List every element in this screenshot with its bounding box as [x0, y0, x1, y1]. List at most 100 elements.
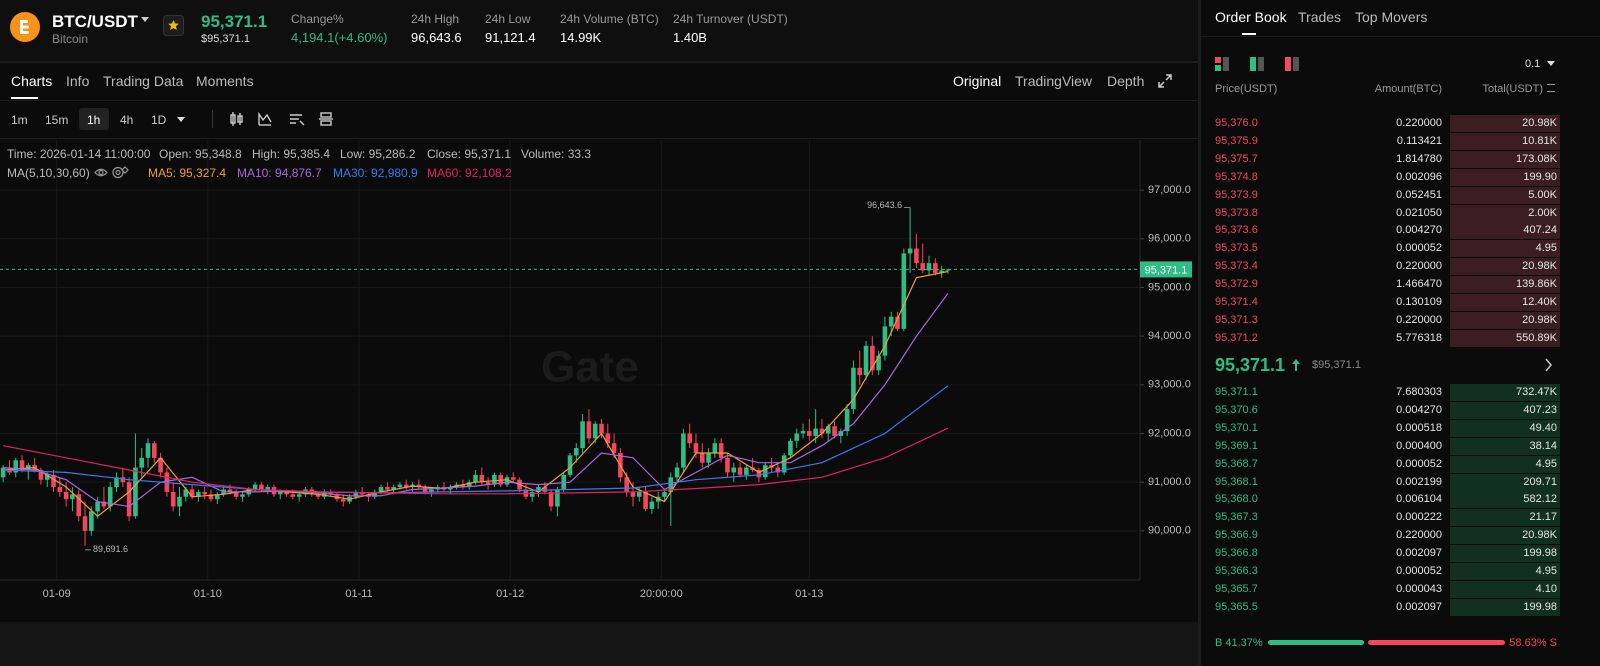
price[interactable]: 95,371.3	[1215, 313, 1258, 326]
candle-body	[762, 465, 768, 478]
candle-body	[403, 484, 409, 488]
candle-body	[888, 316, 894, 327]
tab[interactable]: Trading Data	[103, 73, 184, 89]
price[interactable]: 95,372.9	[1215, 278, 1258, 291]
price[interactable]: 95,370.6	[1215, 403, 1258, 416]
total: 139.86K	[1516, 278, 1557, 291]
y-tick-label: 90,000.0	[1148, 525, 1191, 537]
depth-bar	[1450, 168, 1560, 186]
ma-visibility-icons[interactable]	[94, 166, 134, 179]
price[interactable]: 95,369.1	[1215, 439, 1258, 452]
candle-body	[636, 491, 642, 497]
stat-value: 4,194.1(+4.60%)	[291, 30, 388, 45]
amount: 0.002097	[1396, 600, 1442, 613]
interval[interactable]: 1m	[11, 113, 28, 127]
order-book-tab[interactable]: Order Book	[1215, 9, 1287, 25]
amount: 0.000222	[1396, 511, 1442, 524]
candle-body	[555, 489, 560, 507]
price[interactable]: 95,370.1	[1215, 421, 1258, 434]
candle-body	[89, 511, 94, 531]
candle-body	[196, 491, 201, 497]
price[interactable]: 95,375.7	[1215, 152, 1258, 165]
price[interactable]: 95,366.8	[1215, 547, 1258, 560]
price[interactable]: 95,376.0	[1215, 117, 1258, 129]
price[interactable]: 95,365.5	[1215, 600, 1258, 613]
price[interactable]: 95,368.7	[1215, 457, 1258, 470]
last-price-usd: $95,371.1	[201, 33, 250, 45]
total: 199.98	[1523, 600, 1557, 613]
watermark: Gate	[541, 343, 639, 392]
price[interactable]: 95,373.5	[1215, 242, 1258, 255]
amount: 0.220000	[1396, 313, 1442, 326]
candle-body	[907, 248, 913, 254]
order-book-tab[interactable]: Trades	[1298, 9, 1342, 25]
candle-body	[315, 494, 321, 497]
interval[interactable]: 1h	[87, 113, 101, 127]
price[interactable]: 95,366.9	[1215, 529, 1258, 542]
interval[interactable]: 1D	[151, 113, 167, 127]
header-bar	[0, 0, 1198, 60]
divider	[1201, 36, 1600, 37]
price[interactable]: 95,368.0	[1215, 493, 1258, 506]
dropdown-icon[interactable]	[140, 16, 150, 24]
x-tick-label: 01-13	[795, 588, 823, 600]
tab-underline	[1242, 33, 1256, 35]
symbol[interactable]: BTC/USDT	[52, 12, 138, 31]
chart-tools[interactable]	[228, 111, 338, 127]
candle-body	[876, 355, 881, 371]
price[interactable]: 95,371.4	[1215, 296, 1258, 308]
amount: 1.466470	[1396, 278, 1442, 291]
x-tick-label: 20:00:00	[640, 588, 683, 600]
mid-price-usd: $95,371.1	[1312, 359, 1361, 371]
candle-body	[63, 491, 69, 500]
price[interactable]: 95,365.7	[1215, 582, 1258, 595]
total: 4.10	[1535, 582, 1557, 595]
candle-body	[70, 494, 75, 500]
y-tick-label: 93,000.0	[1148, 379, 1191, 391]
view-tab[interactable]: Original	[953, 73, 1002, 89]
total: 2.00K	[1528, 206, 1557, 219]
toolbar-divider	[212, 110, 213, 128]
column-header: Amount(BTC)	[1374, 83, 1442, 95]
interval[interactable]: 15m	[45, 113, 69, 127]
layout-toggles[interactable]	[1214, 56, 1304, 72]
precision[interactable]: 0.1	[1525, 58, 1541, 70]
price[interactable]: 95,373.4	[1215, 260, 1258, 273]
order-book-tab[interactable]: Top Movers	[1355, 9, 1428, 25]
price[interactable]: 95,373.9	[1215, 188, 1258, 201]
price[interactable]: 95,368.1	[1215, 475, 1258, 488]
y-tick-label: 97,000.0	[1148, 184, 1191, 196]
price[interactable]: 95,375.9	[1215, 134, 1258, 147]
candle-body	[699, 452, 705, 463]
price[interactable]: 95,371.2	[1215, 331, 1258, 344]
candle-body	[158, 457, 163, 473]
x-tick-label: 01-10	[194, 588, 222, 600]
price[interactable]: 95,371.1	[1215, 386, 1258, 398]
amount: 0.002097	[1396, 547, 1442, 560]
fullscreen-icon[interactable]	[1158, 74, 1172, 88]
candle-body	[794, 433, 800, 441]
candle-body	[744, 467, 749, 475]
view-tab[interactable]: TradingView	[1015, 73, 1093, 89]
chart-info-item: Close: 95,371.1	[427, 147, 512, 161]
ma-line	[2, 427, 949, 495]
depth-bar	[1450, 294, 1560, 311]
candle-body	[674, 467, 680, 478]
price[interactable]: 95,367.3	[1215, 511, 1258, 524]
tab[interactable]: Charts	[11, 73, 53, 89]
dropdown-icon[interactable]	[1547, 61, 1556, 67]
dropdown-icon[interactable]	[176, 116, 186, 123]
price[interactable]: 95,373.8	[1215, 206, 1258, 219]
amount: 0.004270	[1396, 403, 1442, 416]
tab[interactable]: Moments	[196, 73, 254, 89]
favorite-button[interactable]	[163, 15, 184, 36]
price[interactable]: 95,374.8	[1215, 170, 1258, 183]
interval[interactable]: 4h	[120, 113, 134, 127]
tab[interactable]: Info	[66, 73, 90, 89]
price[interactable]: 95,373.6	[1215, 224, 1258, 237]
view-tab[interactable]: Depth	[1107, 73, 1145, 89]
column-header: Total(USDT)	[1482, 83, 1543, 95]
chevron[interactable]	[1545, 358, 1553, 372]
price[interactable]: 95,366.3	[1215, 565, 1258, 577]
candle-body	[580, 421, 585, 449]
